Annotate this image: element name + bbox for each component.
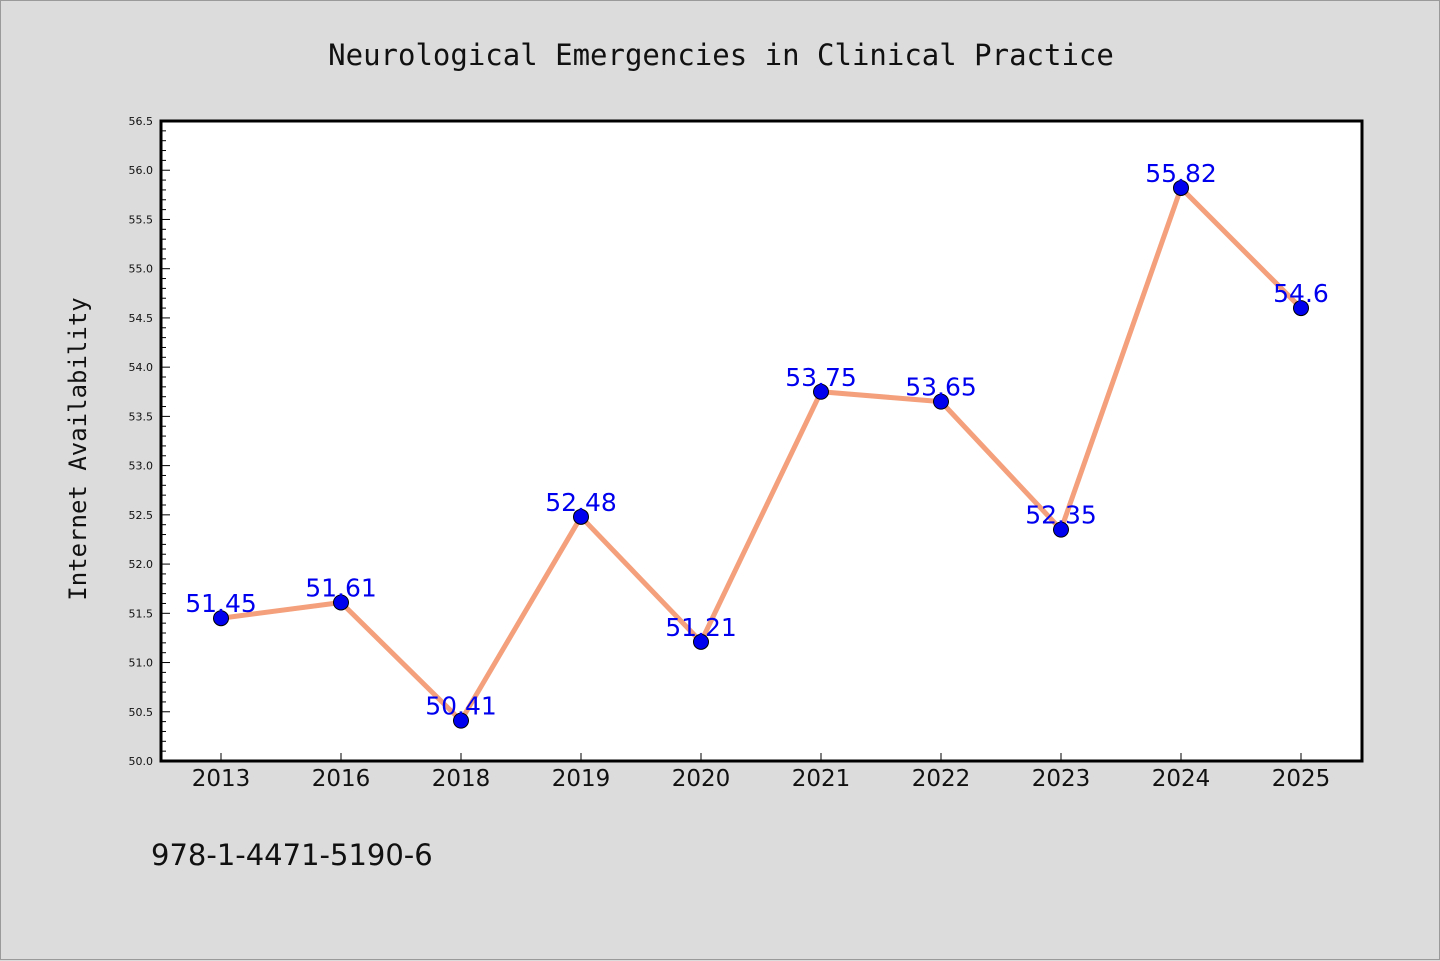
plot-area	[161, 121, 1362, 761]
data-label: 52.35	[1025, 501, 1097, 530]
data-point	[933, 393, 949, 410]
y-tick-label: 56.0	[129, 164, 154, 177]
x-axis: 2013 2016 2018 2019 2020 2021 2022 2023 2024 2025	[192, 753, 1331, 792]
x-tick-label: 2023	[1032, 766, 1091, 792]
y-tick-label: 51.5	[129, 607, 154, 620]
y-tick-label: 55.0	[129, 263, 154, 276]
x-tick-label: 2019	[552, 766, 611, 792]
data-point	[453, 712, 469, 729]
chart-title: Neurological Emergencies in Clinical Pra…	[328, 38, 1114, 72]
y-tick-label: 53.0	[129, 460, 154, 473]
data-point	[693, 633, 709, 650]
data-point	[573, 508, 589, 525]
data-point	[1293, 300, 1309, 317]
x-tick-label: 2016	[312, 766, 371, 792]
series-line-group	[218, 185, 1304, 724]
x-tick-label: 2022	[912, 766, 971, 792]
data-label: 54.6	[1273, 279, 1329, 308]
data-point	[813, 383, 829, 400]
data-point	[1053, 521, 1069, 538]
x-tick-label: 2021	[792, 766, 851, 792]
data-point	[213, 610, 229, 627]
data-label: 53.75	[785, 363, 857, 392]
series-line	[218, 185, 1304, 724]
y-tick-label: 55.5	[129, 213, 154, 226]
isbn-caption: 978-1-4471-5190-6	[151, 838, 433, 872]
data-label: 51.61	[305, 573, 377, 602]
y-axis-label: Internet Availability	[64, 297, 92, 600]
data-label: 51.45	[185, 589, 257, 618]
x-tick-label: 2024	[1152, 766, 1211, 792]
y-tick-label: 51.0	[129, 657, 154, 670]
y-tick-label: 50.5	[129, 706, 154, 719]
x-tick-label: 2025	[1272, 766, 1331, 792]
data-point	[333, 594, 349, 611]
y-tick-label: 56.5	[129, 115, 154, 128]
x-tick-label: 2013	[192, 766, 251, 792]
y-tick-label: 50.0	[129, 755, 154, 768]
y-tick-label: 54.0	[129, 361, 154, 374]
plot-frame	[159, 119, 1364, 763]
y-tick-label: 52.5	[129, 509, 154, 522]
y-tick-label: 53.5	[129, 410, 154, 423]
data-points	[213, 179, 1309, 729]
data-label: 50.41	[425, 692, 497, 721]
data-label: 55.82	[1145, 159, 1217, 188]
y-tick-label: 54.5	[129, 312, 154, 325]
data-label: 52.48	[545, 488, 617, 517]
data-label: 51.21	[665, 613, 737, 642]
data-point	[1173, 179, 1189, 196]
y-tick-label: 52.0	[129, 558, 154, 571]
x-tick-label: 2018	[432, 766, 491, 792]
x-tick-label: 2020	[672, 766, 731, 792]
data-labels: 51.45 51.61 50.41 52.48 51.21 53.75 53.65 52.35…	[185, 159, 1329, 721]
data-label: 53.65	[905, 373, 977, 402]
